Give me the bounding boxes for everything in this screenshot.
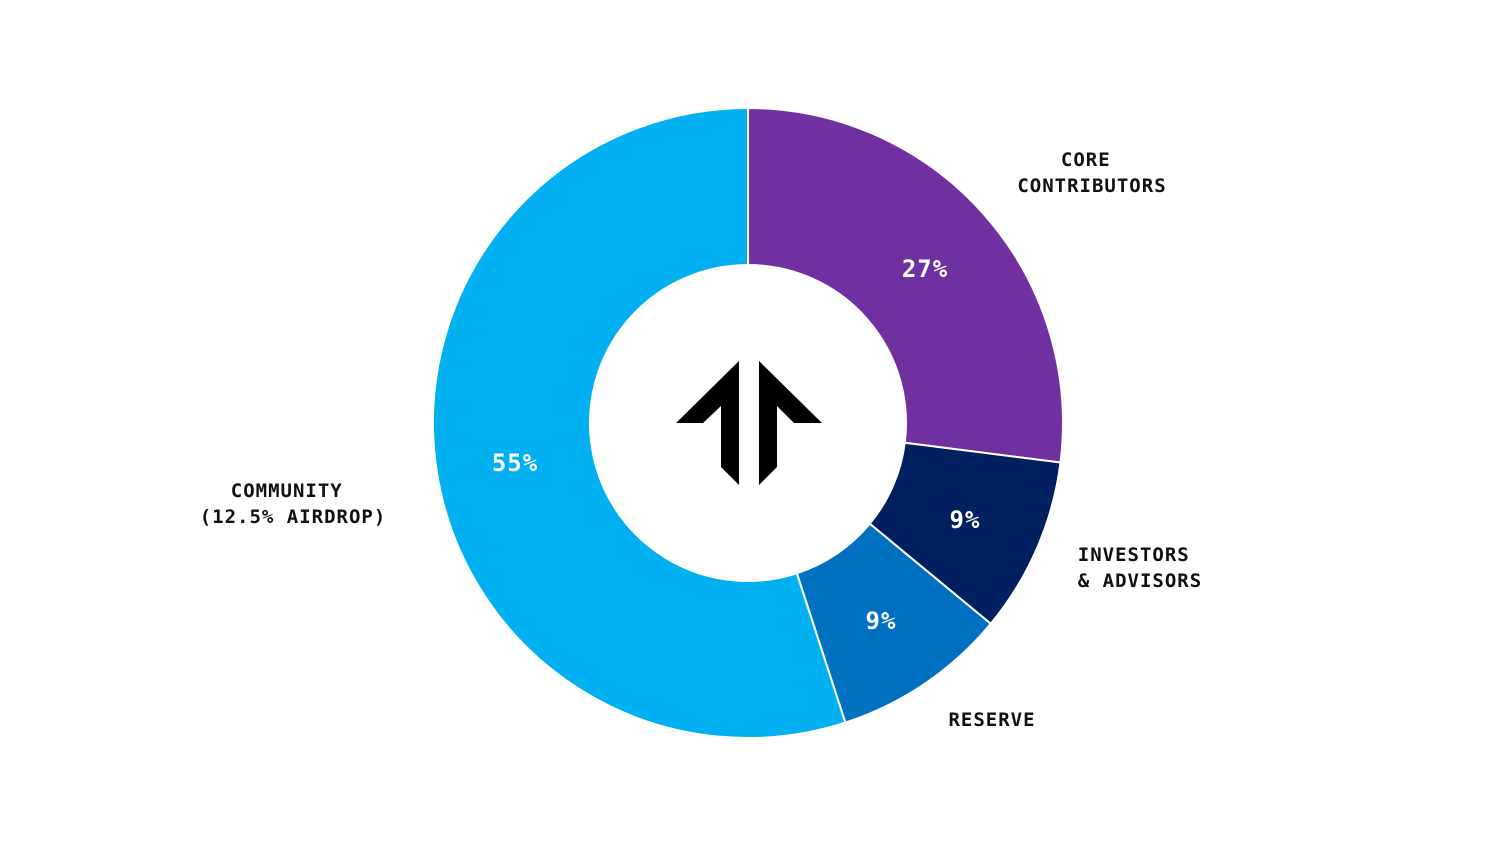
slice-value-label: 9% (950, 506, 981, 534)
slice-value-label: 9% (866, 607, 897, 635)
slice-value-label: 27% (902, 255, 948, 283)
slice-value-label: 55% (492, 449, 538, 477)
upward-double-arrow-logo (676, 361, 822, 485)
slice-label-core-contributors: CORE CONTRIBUTORS (1017, 149, 1166, 197)
slice-label-investors-advisors: INVESTORS & ADVISORS (1078, 544, 1202, 592)
donut-slice-core (747, 106, 1064, 464)
slice-label-reserve: RESERVE (948, 709, 1035, 731)
donut-slice-community (432, 106, 847, 739)
slice-label-community: COMMUNITY (12.5% AIRDROP) (200, 480, 387, 528)
